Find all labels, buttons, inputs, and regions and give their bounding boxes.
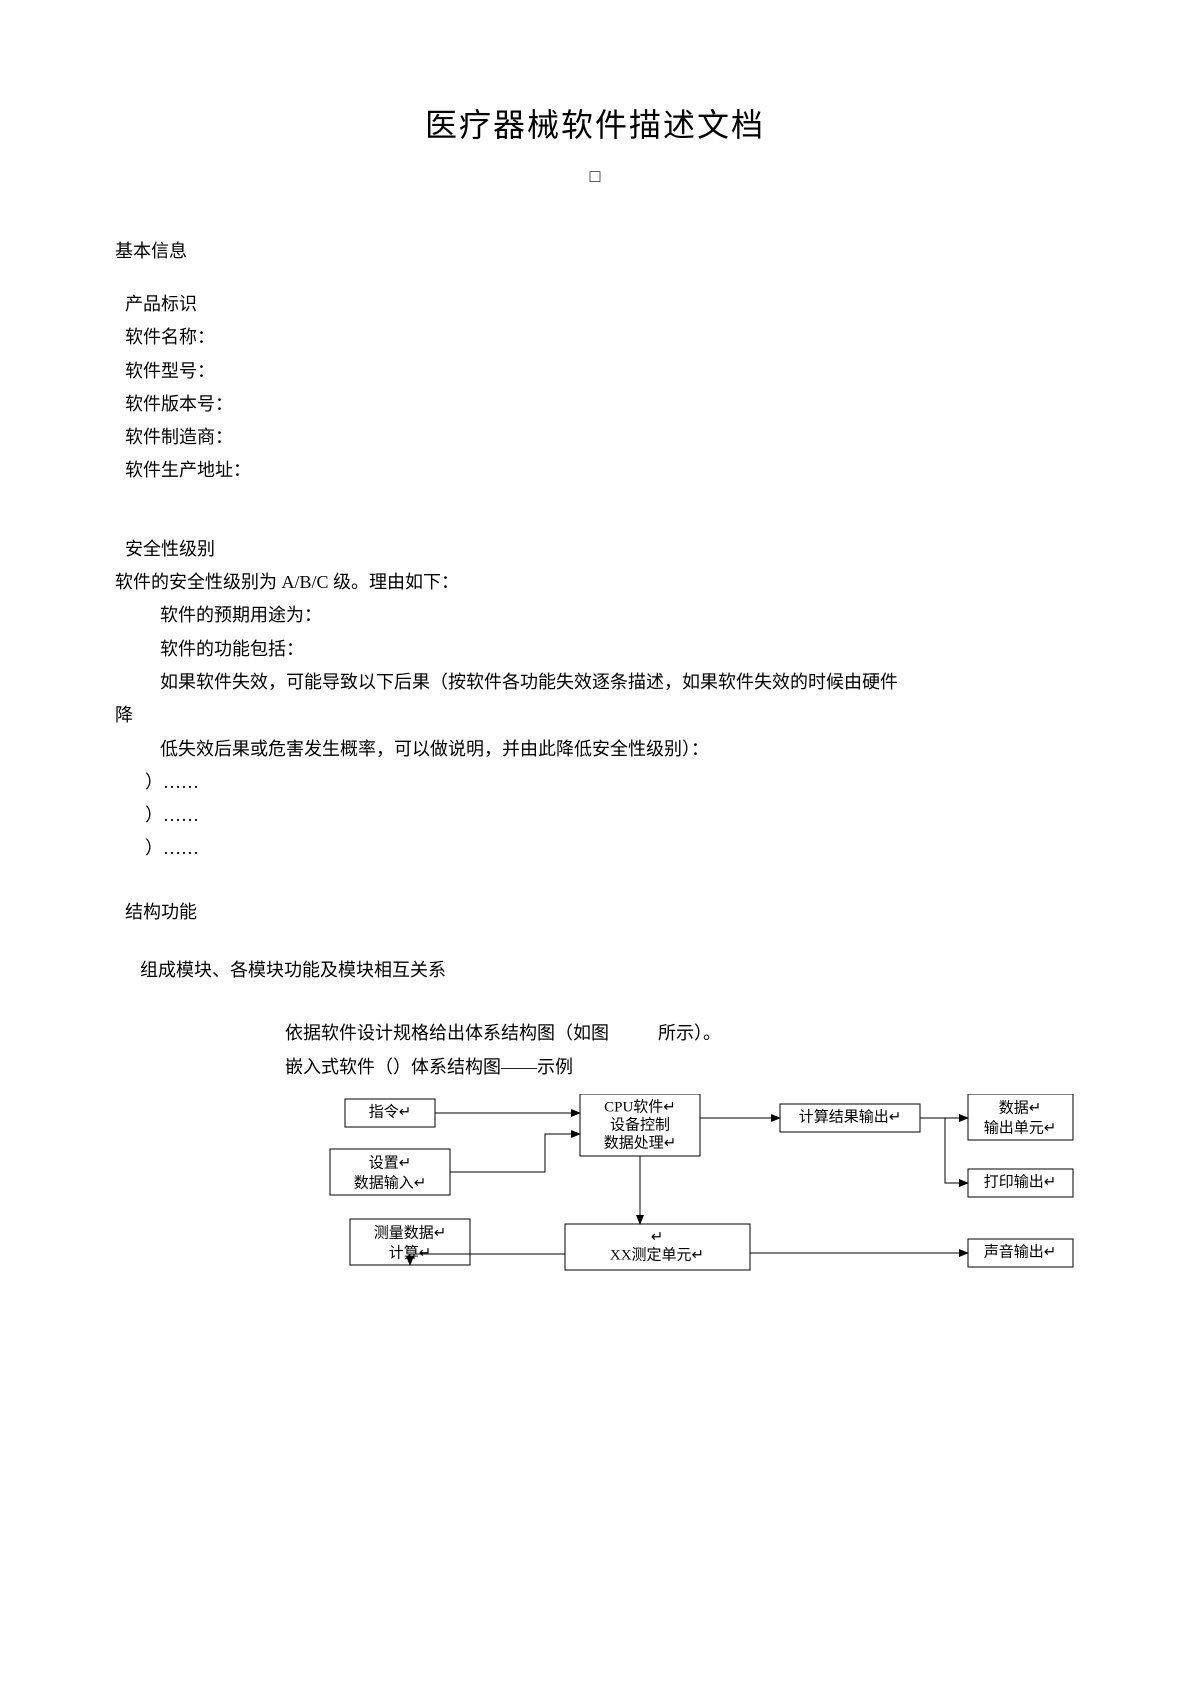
- heading-modules: 组成模块、各模块功能及模块相互关系: [115, 954, 1075, 987]
- doc-title: 医疗器械软件描述文档: [115, 100, 1075, 146]
- node-calc-l1: 计算结果输出↵: [799, 1107, 902, 1125]
- node-cpu-l2: 设备控制: [610, 1116, 670, 1133]
- node-print-l1: 打印输出↵: [984, 1173, 1057, 1190]
- edge-calc-print: [920, 1118, 968, 1183]
- text-safety-3: 软件的功能包括：: [115, 633, 1075, 666]
- label-product-id: 产品标识: [115, 288, 1075, 321]
- caption-line-1b: 所示）。: [658, 1023, 721, 1043]
- label-sw-model: 软件型号：: [115, 355, 1075, 388]
- node-cmd-label: 指令↵: [369, 1103, 412, 1120]
- section-basic-info: 基本信息: [115, 237, 1075, 263]
- edge-set-cpu: [450, 1134, 580, 1172]
- section-structure: 结构功能: [115, 896, 1075, 929]
- node-cpu-l3: 数据处理↵: [604, 1134, 677, 1151]
- label-sw-mfr: 软件制造商：: [115, 421, 1075, 454]
- node-set-l1: 设置↵: [369, 1154, 412, 1171]
- text-safety-5: 低失效后果或危害发生概率，可以做说明，并由此降低安全性级别）：: [115, 733, 1075, 766]
- checkbox-square: □: [115, 166, 1075, 187]
- node-meas-l1: 测量数据↵: [374, 1224, 447, 1241]
- caption-line-1a: 依据软件设计规格给出体系结构图（如图: [285, 1023, 609, 1043]
- bullet-1: ）……: [115, 766, 1075, 799]
- bullet-3: ）……: [115, 832, 1075, 865]
- text-safety-4b: 降: [115, 699, 1075, 732]
- node-xx-l1: ↵: [651, 1229, 664, 1245]
- node-set-l2: 数据输入↵: [354, 1174, 427, 1191]
- node-data-l2: 输出单元↵: [984, 1119, 1057, 1136]
- text-safety-2: 软件的预期用途为：: [115, 599, 1075, 632]
- node-xx-l2: XX测定单元↵: [610, 1246, 704, 1263]
- node-sound-l1: 声音输出↵: [984, 1242, 1057, 1260]
- bullet-2: ）……: [115, 799, 1075, 832]
- label-sw-version: 软件版本号：: [115, 388, 1075, 421]
- text-safety-4: 如果软件失效，可能导致以下后果（按软件各功能失效逐条描述，如果软件失效的时候由硬…: [115, 666, 1075, 699]
- label-sw-addr: 软件生产地址：: [115, 454, 1075, 487]
- node-cpu-l1: CPU软件↵: [604, 1098, 676, 1115]
- label-sw-name: 软件名称：: [115, 321, 1075, 354]
- text-safety-1: 软件的安全性级别为 A/B/C 级。理由如下：: [115, 566, 1075, 599]
- heading-safety-level: 安全性级别: [115, 533, 1075, 566]
- caption-line-2: 嵌入式软件（）体系结构图——示例: [115, 1051, 1075, 1084]
- node-data-l1: 数据↵: [999, 1099, 1042, 1116]
- architecture-flowchart: 指令↵ 设置↵ 数据输入↵ 测量数据↵ 计算↵ CPU软件↵ 设备控制 数据处理…: [285, 1094, 1075, 1314]
